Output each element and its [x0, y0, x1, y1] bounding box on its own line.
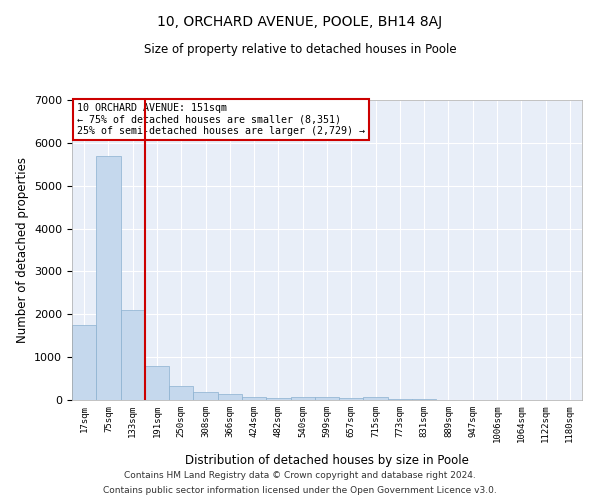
Bar — [290, 397, 315, 400]
Bar — [339, 398, 364, 400]
Text: 10 ORCHARD AVENUE: 151sqm
← 75% of detached houses are smaller (8,351)
25% of se: 10 ORCHARD AVENUE: 151sqm ← 75% of detac… — [77, 103, 365, 136]
Bar — [266, 398, 290, 400]
Text: Size of property relative to detached houses in Poole: Size of property relative to detached ho… — [143, 42, 457, 56]
Text: 10, ORCHARD AVENUE, POOLE, BH14 8AJ: 10, ORCHARD AVENUE, POOLE, BH14 8AJ — [157, 15, 443, 29]
Bar — [218, 394, 242, 400]
Bar — [242, 397, 266, 400]
Bar — [145, 366, 169, 400]
X-axis label: Distribution of detached houses by size in Poole: Distribution of detached houses by size … — [185, 454, 469, 466]
Bar — [121, 310, 145, 400]
Bar — [364, 397, 388, 400]
Y-axis label: Number of detached properties: Number of detached properties — [16, 157, 29, 343]
Bar — [96, 156, 121, 400]
Bar — [193, 392, 218, 400]
Bar — [388, 399, 412, 400]
Bar — [169, 386, 193, 400]
Bar — [72, 325, 96, 400]
Text: Contains public sector information licensed under the Open Government Licence v3: Contains public sector information licen… — [103, 486, 497, 495]
Bar — [315, 397, 339, 400]
Text: Contains HM Land Registry data © Crown copyright and database right 2024.: Contains HM Land Registry data © Crown c… — [124, 471, 476, 480]
